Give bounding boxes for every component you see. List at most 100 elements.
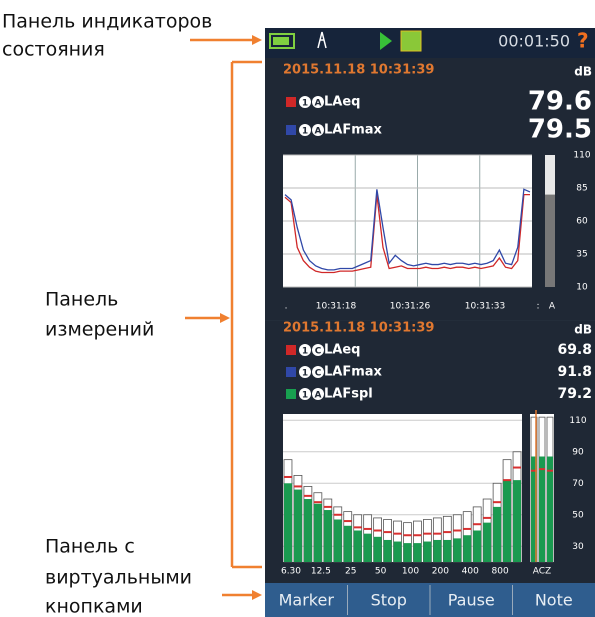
eq-marker — [364, 528, 372, 530]
eq-marker — [513, 467, 521, 469]
value-bar — [334, 519, 342, 562]
unit-label: dB — [574, 65, 592, 79]
battery-fill — [273, 37, 289, 45]
value-bar — [304, 499, 312, 562]
annotation-text: Панель с — [45, 536, 135, 558]
annotation-text: Панель индикаторов — [2, 11, 212, 33]
value-bar — [413, 543, 421, 562]
annotation-text: состояния — [2, 39, 105, 61]
level-meter — [545, 195, 555, 287]
badge-text: C — [315, 347, 322, 357]
eq-marker — [394, 533, 402, 535]
eq-marker — [314, 501, 322, 503]
value-bar — [463, 535, 471, 562]
eq-marker — [384, 531, 392, 533]
annotation-arrows — [185, 35, 262, 600]
badge-text: 1 — [302, 391, 308, 401]
series-swatch — [286, 97, 296, 107]
eq-marker — [443, 531, 451, 533]
timestamp: 2015.11.18 10:31:39 — [283, 321, 434, 336]
unit-label: dB — [574, 323, 592, 337]
x-tick-label: 10:31:18 — [316, 302, 357, 312]
series-swatch — [286, 125, 296, 135]
annotation-text: кнопками — [45, 596, 143, 617]
badge-text: C — [315, 369, 322, 379]
eq-marker — [304, 495, 312, 497]
measurement-label: LAFmax — [324, 365, 383, 380]
x-tick-label: 6.30 — [281, 567, 301, 577]
eq-marker — [334, 514, 342, 516]
annotation-text: виртуальными — [45, 567, 192, 589]
value-bar — [493, 507, 501, 562]
eq-marker — [547, 470, 553, 472]
y-tick-label: 35 — [576, 250, 587, 260]
x-tick-label: 10:31:33 — [465, 302, 505, 312]
value-bar — [404, 543, 412, 562]
measurement-label: LAeq — [324, 343, 360, 358]
x-tick-label: 12.5 — [311, 567, 331, 577]
value-bar — [374, 537, 382, 562]
eq-marker — [423, 533, 431, 535]
y-tick-label: 60 — [576, 217, 588, 227]
badge-text: 1 — [302, 369, 308, 379]
x-tick-label: 200 — [432, 567, 449, 577]
timestamp: 2015.11.18 10:31:39 — [283, 63, 434, 78]
eq-marker — [503, 479, 511, 481]
y-tick-label: 110 — [569, 416, 586, 426]
y-tick-label: 70 — [572, 479, 584, 489]
value-bar — [394, 542, 402, 562]
value-bar — [433, 540, 441, 562]
value-bar — [547, 457, 553, 562]
eq-marker — [324, 506, 332, 508]
help-icon[interactable]: ? — [577, 29, 589, 53]
y-tick-label: 90 — [572, 447, 584, 457]
measurement-label: LAeq — [324, 95, 360, 110]
eq-marker — [453, 530, 461, 532]
virtual-button[interactable]: Note — [535, 591, 573, 610]
eq-marker — [344, 520, 352, 522]
x-tick-label: ACZ — [533, 567, 551, 577]
annotation-text: Панель — [45, 289, 118, 311]
series-swatch — [286, 345, 296, 355]
x-tick-label: 25 — [345, 567, 356, 577]
virtual-button[interactable]: Stop — [371, 591, 407, 610]
screenshot: Панель индикаторовсостоянияПанельизмерен… — [0, 0, 595, 617]
y-tick-label: 50 — [572, 510, 584, 520]
y-tick-label: 110 — [573, 151, 590, 161]
eq-marker — [374, 530, 382, 532]
eq-marker — [493, 501, 501, 503]
status-time: 00:01:50 — [498, 32, 570, 51]
measurement-label: LAFspl — [324, 387, 373, 402]
x-tick-label: 50 — [375, 567, 387, 577]
measurement-value: 79.2 — [557, 386, 592, 402]
y-tick-label: 30 — [572, 542, 584, 552]
eq-marker — [413, 534, 421, 536]
badge-text: A — [315, 127, 322, 137]
value-bar — [364, 534, 372, 562]
x-tick-label: A — [549, 302, 556, 312]
value-bar — [314, 504, 322, 562]
measurement-value: 79.5 — [528, 115, 592, 145]
value-bar — [344, 526, 352, 562]
eq-marker — [473, 523, 481, 525]
eq-marker — [539, 468, 545, 470]
measurement-value: 79.6 — [528, 87, 592, 117]
x-tick-label: 400 — [462, 567, 479, 577]
virtual-button[interactable]: Pause — [448, 591, 495, 610]
eq-marker — [284, 476, 292, 478]
value-bar — [539, 457, 545, 562]
badge-text: A — [315, 391, 322, 401]
series-swatch — [286, 367, 296, 377]
y-tick-label: 85 — [576, 184, 587, 194]
badge-text: 1 — [302, 127, 308, 137]
value-bar — [423, 542, 431, 562]
series-swatch — [286, 389, 296, 399]
app-icon — [401, 31, 421, 51]
eq-marker — [483, 517, 491, 519]
value-bar — [503, 480, 511, 562]
virtual-button[interactable]: Marker — [279, 591, 335, 610]
y-tick-label: 10 — [576, 283, 588, 293]
value-bar — [324, 510, 332, 562]
x-tick-label: 100 — [402, 567, 419, 577]
eq-marker — [294, 485, 302, 487]
